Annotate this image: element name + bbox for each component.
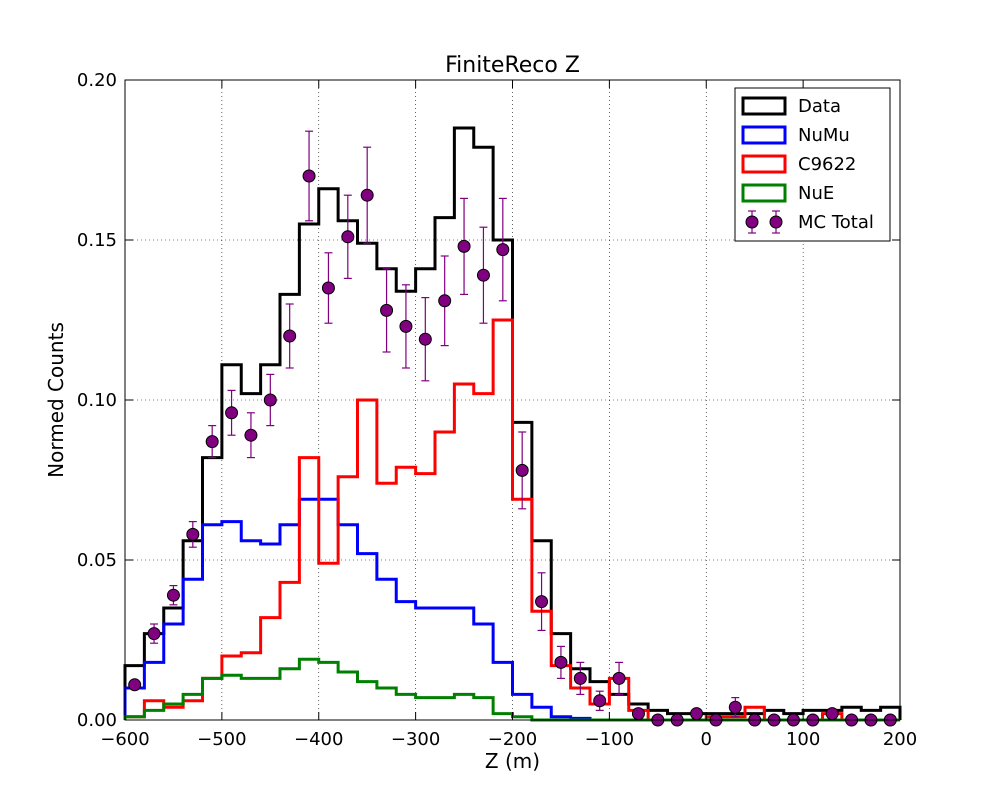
mc-total-point: [263, 393, 277, 407]
mc-total-point: [438, 294, 452, 308]
mc-total-point: [457, 239, 471, 253]
x-tick-label: −600: [100, 729, 149, 750]
mc-total-point: [380, 303, 394, 317]
legend-swatch-nue: [741, 183, 787, 203]
x-tick-label: −100: [585, 729, 634, 750]
mc-total-point: [225, 406, 239, 420]
chart-title: FiniteReco Z: [445, 53, 580, 78]
legend-swatch-data: [741, 96, 787, 116]
x-tick-label: 0: [701, 729, 712, 750]
x-tick-label: 100: [786, 729, 820, 750]
ticks: −600 −500 −400 −300 −200 −100 0 100 200 0.00 0.05 0…: [77, 70, 917, 750]
legend-label-numu: NuMu: [798, 125, 850, 146]
mc-total-point: [496, 243, 510, 257]
legend-marker-mc-total: [769, 215, 783, 229]
mc-total-point: [593, 694, 607, 708]
mc-total-point: [128, 678, 142, 692]
mc-total-point: [573, 671, 587, 685]
series-line-c9622: [123, 318, 900, 722]
x-tick-label: −200: [488, 729, 537, 750]
y-tick-label: 0.10: [77, 390, 117, 411]
mc-total-point: [399, 319, 413, 333]
legend-swatch-numu: [741, 125, 787, 145]
mc-total-point: [283, 329, 297, 343]
mc-total-point: [186, 527, 200, 541]
mc-total-point: [302, 169, 316, 183]
legend: Data NuMu C9622 NuE MC Total: [734, 87, 891, 242]
mc-total-point: [690, 707, 704, 721]
legend-label-c9622: C9622: [798, 154, 856, 175]
y-tick-label: 0.15: [77, 230, 117, 251]
mc-total-point: [476, 268, 490, 282]
x-tick-label: −500: [197, 729, 246, 750]
legend-marker-mc-total: [745, 215, 759, 229]
mc-total-point: [535, 595, 549, 609]
y-tick-label: 0.00: [77, 710, 117, 731]
mc-total-point: [515, 463, 529, 477]
x-axis-label: Z (m): [485, 749, 540, 773]
legend-label-nue: NuE: [798, 183, 834, 204]
mc-total-point: [321, 281, 335, 295]
y-tick-label: 0.05: [77, 550, 117, 571]
mc-total-point: [360, 188, 374, 202]
mc-total-point: [631, 707, 645, 721]
mc-total-point: [205, 435, 219, 449]
mc-total-point: [612, 671, 626, 685]
mc-total-point: [728, 700, 742, 714]
mc-total-point: [244, 428, 258, 442]
y-axis-label: Normed Counts: [44, 322, 68, 478]
mc-total-point: [418, 332, 432, 346]
mc-total-point: [341, 230, 355, 244]
y-tick-label: 0.20: [77, 70, 117, 91]
series-line-data: [123, 126, 902, 720]
legend-label-data: Data: [798, 96, 841, 117]
legend-label-mc-total: MC Total: [798, 212, 874, 233]
mc-total-point: [166, 588, 180, 602]
mc-total-point: [554, 655, 568, 669]
mc-total-point: [825, 707, 839, 721]
legend-swatch-c9622: [741, 154, 787, 174]
x-tick-label: −300: [391, 729, 440, 750]
x-tick-label: −400: [294, 729, 343, 750]
x-tick-label: 200: [883, 729, 917, 750]
mc-total-point: [147, 627, 161, 641]
